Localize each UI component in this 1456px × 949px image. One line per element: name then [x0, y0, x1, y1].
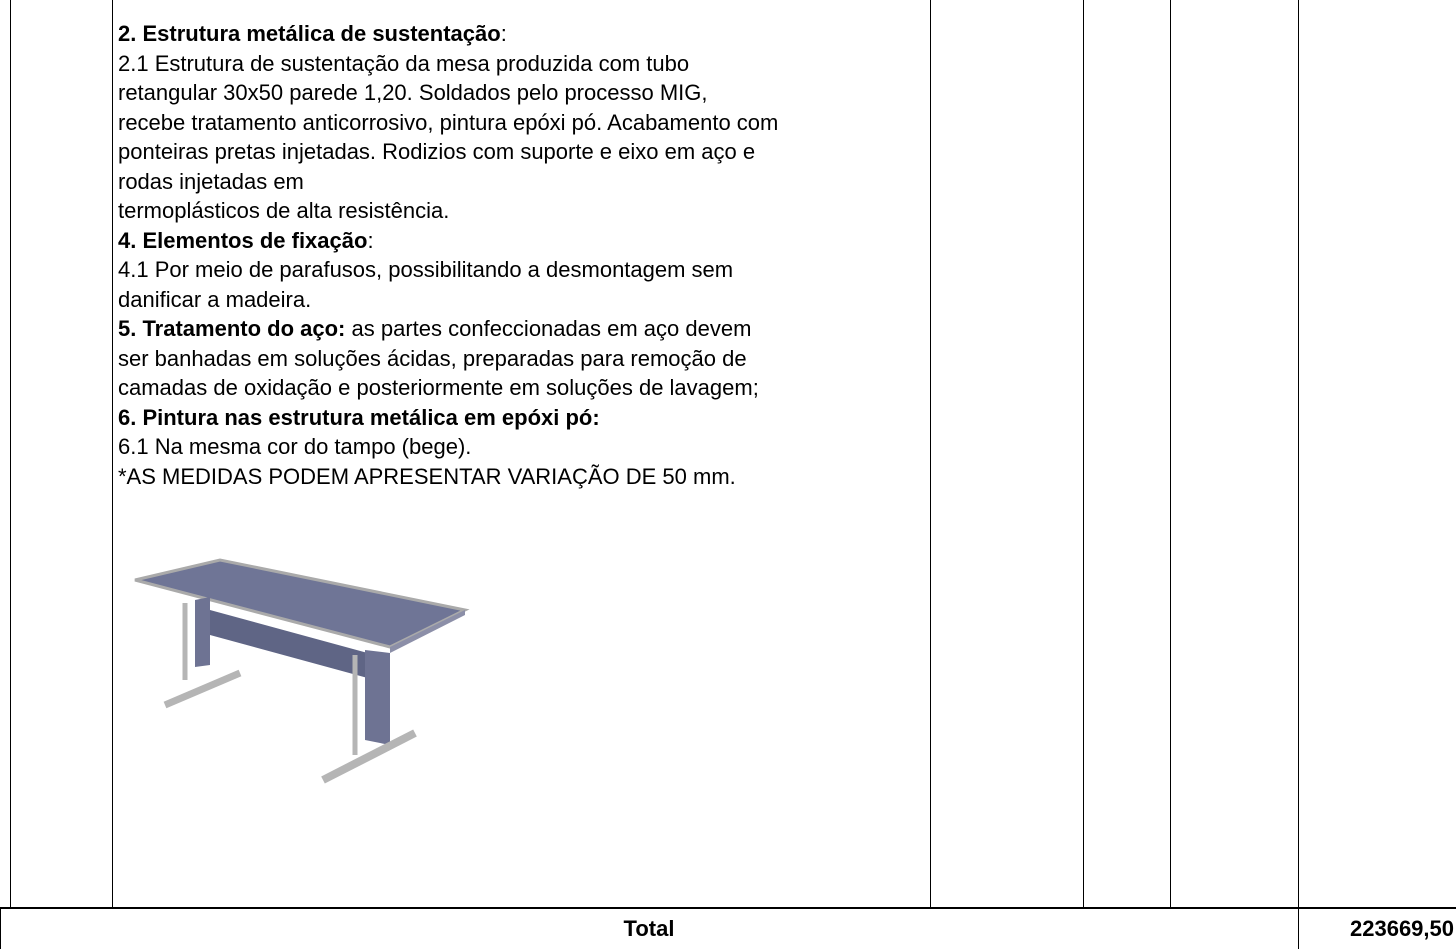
bold-text: 4. Elementos de fixação	[118, 227, 368, 253]
text-line: 4.1 Por meio de parafusos, possibilitand…	[118, 255, 928, 285]
text-line: 2. Estrutura metálica de sustentação:	[118, 19, 928, 49]
text: 6.1 Na mesma cor do tampo (bege).	[118, 434, 472, 459]
text: *AS MEDIDAS PODEM APRESENTAR VARIAÇÃO DE…	[118, 463, 736, 489]
text-line: camadas de oxidação e posteriormente em …	[118, 373, 928, 403]
text: :	[367, 227, 374, 253]
border	[10, 0, 11, 908]
border	[1298, 0, 1299, 949]
text-line: 6. Pintura nas estrutura metálica em epó…	[118, 403, 928, 433]
text-line: ponteiras pretas injetadas. Rodizios com…	[118, 137, 928, 167]
text-line: 4. Elementos de fixação:	[118, 226, 928, 256]
total-value: 223669,50	[1350, 916, 1454, 941]
text-line: danificar a madeira.	[118, 285, 928, 315]
text: rodas injetadas em	[118, 168, 304, 194]
text: :	[500, 21, 507, 46]
text-line: 6.1 Na mesma cor do tampo (bege).	[118, 432, 928, 462]
text-line: ser banhadas em soluções ácidas, prepara…	[118, 344, 928, 374]
text: retangular 30x50 parede 1,20. Soldados p…	[118, 80, 708, 105]
table-image	[134, 558, 470, 784]
border	[0, 908, 1, 949]
text: as partes confeccionadas em aço devem	[345, 316, 752, 341]
text-line: rodas injetadas em	[118, 167, 928, 197]
border	[112, 0, 113, 908]
border	[1170, 0, 1171, 908]
text-line: recebe tratamento anticorrosivo, pintura…	[118, 108, 928, 138]
text-line: termoplásticos de alta resistência.	[118, 196, 928, 226]
description: 2. Estrutura metálica de sustentação: 2.1…	[118, 19, 928, 491]
text-line: *AS MEDIDAS PODEM APRESENTAR VARIAÇÃO DE…	[118, 462, 928, 492]
border	[1083, 0, 1084, 908]
text: danificar a madeira.	[118, 286, 312, 312]
bold-text: 6. Pintura nas estrutura metálica em epó…	[118, 404, 600, 430]
text-line: 2.1 Estrutura de sustentação da mesa pro…	[118, 49, 928, 79]
text: 2.1 Estrutura de sustentação da mesa pro…	[118, 50, 690, 76]
text: ponteiras pretas injetadas. Rodizios com…	[118, 139, 756, 164]
text: recebe tratamento anticorrosivo, pintura…	[118, 109, 779, 135]
bold-text: 2. Estrutura metálica de sustentação	[118, 21, 501, 46]
text: ser banhadas em soluções ácidas, prepara…	[118, 345, 747, 371]
text: termoplásticos de alta resistência.	[118, 198, 450, 223]
total-label: Total	[623, 916, 675, 941]
text-line: 5. Tratamento do aço: as partes confecci…	[118, 314, 928, 344]
text-line: retangular 30x50 parede 1,20. Soldados p…	[118, 78, 928, 108]
text: camadas de oxidação e posteriormente em …	[118, 375, 759, 400]
bold-text: 5. Tratamento do aço:	[118, 316, 346, 341]
border	[930, 0, 931, 908]
text: 4.1 Por meio de parafusos, possibilitand…	[118, 257, 734, 282]
border	[0, 907, 1456, 909]
